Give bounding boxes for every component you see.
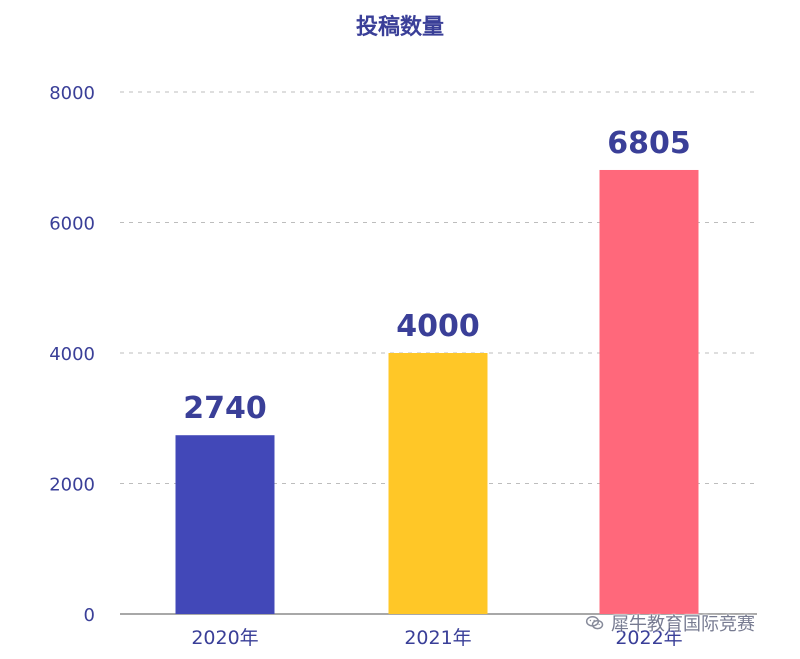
bars — [175, 169, 699, 614]
y-tick-label: 2000 — [49, 475, 95, 496]
data-labels: 2740 4000 6805 — [183, 126, 691, 426]
bar — [388, 353, 488, 614]
bar — [599, 169, 699, 614]
watermark-text: 犀牛教育国际竞赛 — [611, 614, 755, 635]
chart-title: 投稿数量 — [356, 14, 444, 40]
data-label: 6805 — [607, 126, 691, 161]
bar — [175, 435, 275, 614]
axis-labels: 0 2000 4000 6000 8000 2020年 2021年 2022年 — [49, 83, 682, 649]
watermark: 犀牛教育国际竞赛 — [585, 611, 795, 635]
y-tick-label: 0 — [84, 605, 95, 626]
y-tick-label: 8000 — [49, 83, 95, 104]
x-tick-label: 2022年 — [615, 627, 682, 649]
x-tick-label: 2020年 — [191, 627, 258, 649]
data-label: 4000 — [396, 309, 480, 344]
y-tick-label: 4000 — [49, 344, 95, 365]
x-tick-label: 2021年 — [404, 627, 471, 649]
wechat-icon — [585, 616, 604, 630]
y-tick-label: 6000 — [49, 214, 95, 235]
data-label: 2740 — [183, 391, 267, 426]
